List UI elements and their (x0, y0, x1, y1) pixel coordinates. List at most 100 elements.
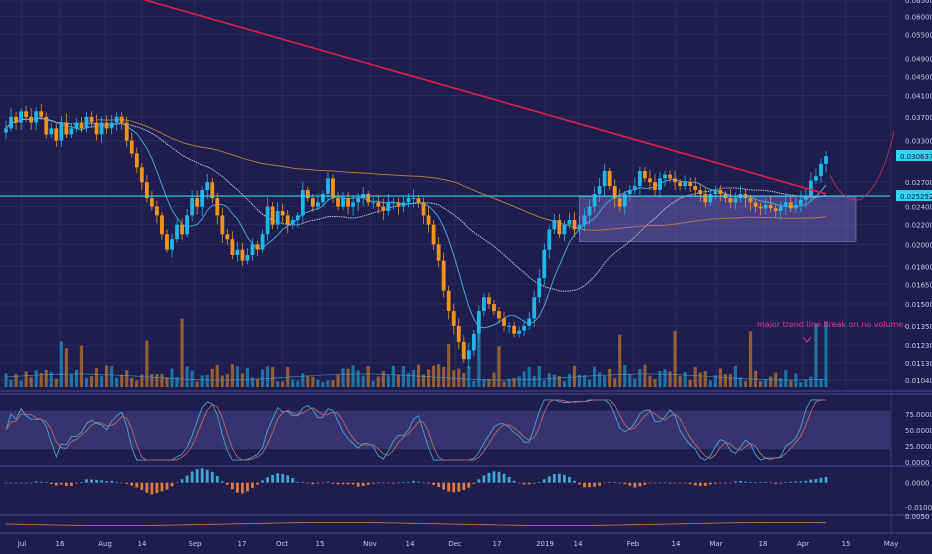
volume-bar (296, 381, 300, 387)
volume-bar (411, 369, 416, 387)
macd-histogram-bar (366, 482, 370, 485)
macd-histogram-bar (673, 482, 677, 484)
volume-bar (723, 373, 727, 387)
candle-body (814, 176, 818, 181)
volume-bar (89, 376, 94, 387)
volume-bar (502, 381, 506, 387)
candle-body (753, 202, 758, 207)
macd-histogram-bar (80, 482, 83, 483)
macd-histogram-bar (210, 471, 214, 483)
macd-histogram-bar (804, 480, 808, 483)
candle-body (713, 190, 718, 195)
volume-bar (693, 367, 697, 387)
stoch-tick-label: 0.0000 (905, 459, 930, 467)
macd-histogram-bar (608, 482, 612, 483)
candle-body (527, 318, 532, 326)
candle-body (391, 202, 396, 204)
time-tick-label: Apr (797, 540, 809, 548)
volume-bar (401, 365, 406, 387)
macd-histogram-bar (195, 469, 199, 483)
volume-bar (789, 380, 793, 387)
volume-bar (819, 378, 823, 387)
macd-tick-label: 0.0000 (905, 480, 930, 488)
macd-histogram-bar (361, 482, 365, 486)
volume-bar (59, 341, 63, 387)
macd-histogram-bar (809, 479, 813, 483)
macd-histogram-bar (542, 479, 546, 483)
macd-histogram-bar (653, 482, 657, 484)
macd-histogram-bar (723, 482, 727, 484)
stoch-tick-label: 75.0000 (905, 411, 932, 419)
candle-body (331, 178, 335, 199)
macd-histogram-bar (527, 482, 531, 485)
volume-bar (391, 365, 395, 387)
macd-histogram-bar (346, 482, 350, 485)
macd-histogram-bar (769, 482, 773, 484)
volume-bar (9, 379, 13, 387)
volume-bar (487, 378, 491, 387)
volume-bar (381, 371, 385, 387)
volume-bar (779, 378, 783, 387)
candle-body (567, 219, 572, 225)
macd-histogram-bar (532, 482, 536, 484)
time-tick-label: 18 (759, 540, 768, 548)
candle-body (688, 182, 693, 187)
macd-histogram-bar (110, 480, 114, 483)
time-tick-label: Aug (98, 540, 112, 548)
volume-bar (738, 377, 743, 387)
volume-bar (809, 376, 813, 387)
macd-histogram-bar (472, 482, 476, 484)
candle-body (587, 206, 592, 216)
volume-bar (24, 371, 28, 387)
candle-body (819, 163, 823, 177)
volume-bar (814, 323, 818, 387)
volume-bar (84, 377, 89, 387)
macd-histogram-bar (286, 475, 290, 483)
volume-bar (64, 348, 68, 387)
volume-bar (276, 381, 280, 387)
candle-body (592, 194, 597, 207)
volume-bar (281, 381, 285, 387)
volume-bar (245, 367, 250, 387)
macd-histogram-bar (296, 481, 300, 483)
macd-histogram-bar (512, 480, 516, 483)
macd-histogram-bar (130, 482, 134, 486)
candle-body (482, 297, 486, 312)
candle-body (446, 290, 451, 312)
volume-bar (648, 375, 652, 387)
macd-histogram-bar (427, 482, 430, 484)
candle-body (708, 194, 713, 203)
macd-histogram-bar (120, 482, 124, 484)
volume-bar (69, 374, 73, 387)
volume-bar (517, 376, 521, 387)
macd-histogram-bar (754, 482, 757, 484)
macd-histogram-bar (568, 476, 571, 483)
stoch-k-line (5, 399, 826, 461)
candle-body (642, 170, 647, 179)
volume-bar (271, 367, 275, 387)
candle-body (250, 244, 255, 256)
macd-histogram-bar (648, 482, 652, 484)
macd-histogram-bar (215, 475, 219, 483)
macd-histogram-bar (573, 480, 576, 483)
volume-bar (54, 378, 58, 387)
volume-bar (301, 373, 305, 387)
macd-histogram-bar (391, 482, 395, 484)
macd-histogram-bar (14, 482, 18, 484)
time-tick-label: Mar (709, 540, 722, 548)
candle-body (295, 215, 300, 220)
candle-body (798, 199, 803, 205)
volume-bar (356, 370, 360, 387)
candle-body (74, 122, 79, 129)
volume-bar (150, 374, 154, 387)
macd-histogram-bar (386, 482, 390, 484)
macd-histogram-bar (336, 482, 340, 485)
macd-histogram-bar (492, 471, 496, 483)
volume-bar (125, 370, 129, 387)
volume-bar (769, 376, 773, 387)
macd-histogram-bar (9, 482, 13, 484)
volume-bar (592, 366, 597, 387)
